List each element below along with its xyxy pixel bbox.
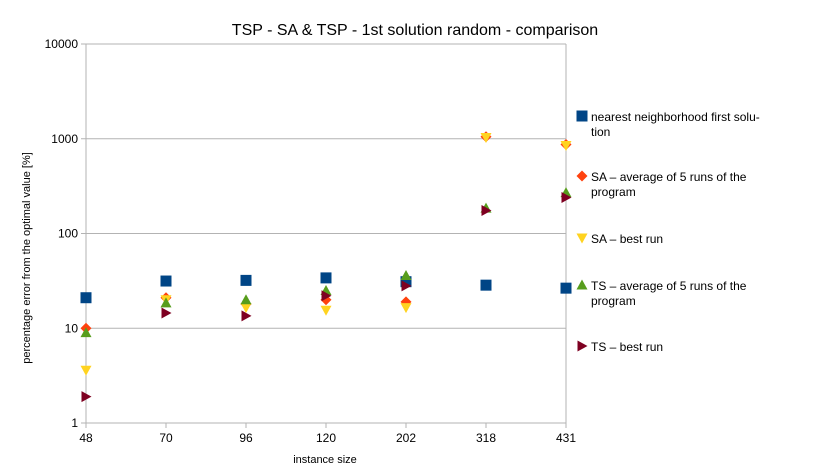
- x-tick-label: 120: [316, 431, 336, 445]
- x-axis-label: instance size: [293, 454, 357, 466]
- legend-marker-series-5: [577, 340, 588, 352]
- data-point-series-4: [160, 297, 172, 308]
- legend-marker-series-2: [576, 170, 588, 182]
- y-tick-label: 1: [71, 416, 78, 430]
- axes: [81, 43, 567, 428]
- y-axis-label: percentage error from the optimal value …: [21, 152, 33, 364]
- legend-label-series-4: TS – average of 5 runs of the: [591, 279, 747, 293]
- data-point-series-1: [400, 276, 412, 288]
- legend-label-series-5: TS – best run: [591, 340, 663, 354]
- legend-marker-series-1: [576, 110, 588, 122]
- data-point-series-5: [481, 204, 492, 216]
- data-point-series-1: [480, 279, 492, 291]
- legend-label-series-2: program: [591, 185, 636, 199]
- data-point-series-3: [400, 303, 412, 314]
- data-point-series-5: [161, 307, 172, 319]
- x-tick-label: 202: [396, 431, 416, 445]
- y-tick-label: 100: [58, 227, 78, 241]
- data-point-series-4: [240, 294, 252, 305]
- data-point-series-1: [240, 274, 252, 286]
- legend-marker-series-4: [576, 279, 588, 290]
- legend-label-series-1: tion: [591, 125, 610, 139]
- data-point-series-3: [80, 365, 92, 376]
- data-point-series-3: [320, 305, 332, 316]
- y-tick-label: 1000: [51, 132, 78, 146]
- data-point-series-5: [401, 280, 412, 292]
- data-point-series-3: [240, 303, 252, 314]
- x-tick-labels: 48 70 96 120 202 318 431: [79, 431, 576, 445]
- data-point-series-3: [480, 133, 492, 144]
- y-tick-label: 10: [65, 321, 79, 335]
- data-point-series-5: [321, 290, 332, 302]
- data-point-series-1: [80, 292, 92, 304]
- data-point-series-3: [560, 140, 572, 151]
- x-tick-label: 431: [556, 431, 576, 445]
- y-tick-labels: 1 10 100 1000 10000: [45, 37, 79, 430]
- data-point-series-1: [560, 282, 572, 294]
- data-point-series-1: [160, 275, 172, 287]
- legend: nearest neighborhood first solu-tion SA –…: [576, 110, 760, 354]
- x-tick-label: 96: [239, 431, 253, 445]
- grid-lines: [86, 43, 566, 424]
- y-tick-label: 10000: [45, 37, 79, 51]
- data-point-series-5: [241, 310, 252, 322]
- data-point-series-5: [81, 391, 92, 403]
- x-tick-label: 70: [159, 431, 173, 445]
- data-point-series-4: [400, 270, 412, 281]
- legend-label-series-1: nearest neighborhood first solu-: [591, 110, 760, 124]
- legend-label-series-2: SA – average of 5 runs of the: [591, 170, 747, 184]
- data-points: [80, 131, 572, 403]
- data-point-series-4: [80, 327, 92, 338]
- x-tick-label: 318: [476, 431, 496, 445]
- chart-title: TSP - SA & TSP - 1st solution random - c…: [232, 22, 598, 39]
- data-point-series-5: [561, 191, 572, 203]
- legend-marker-series-3: [576, 233, 588, 244]
- data-point-series-1: [320, 272, 332, 284]
- legend-label-series-3: SA – best run: [591, 232, 663, 246]
- legend-label-series-4: program: [591, 294, 636, 308]
- x-tick-label: 48: [79, 431, 93, 445]
